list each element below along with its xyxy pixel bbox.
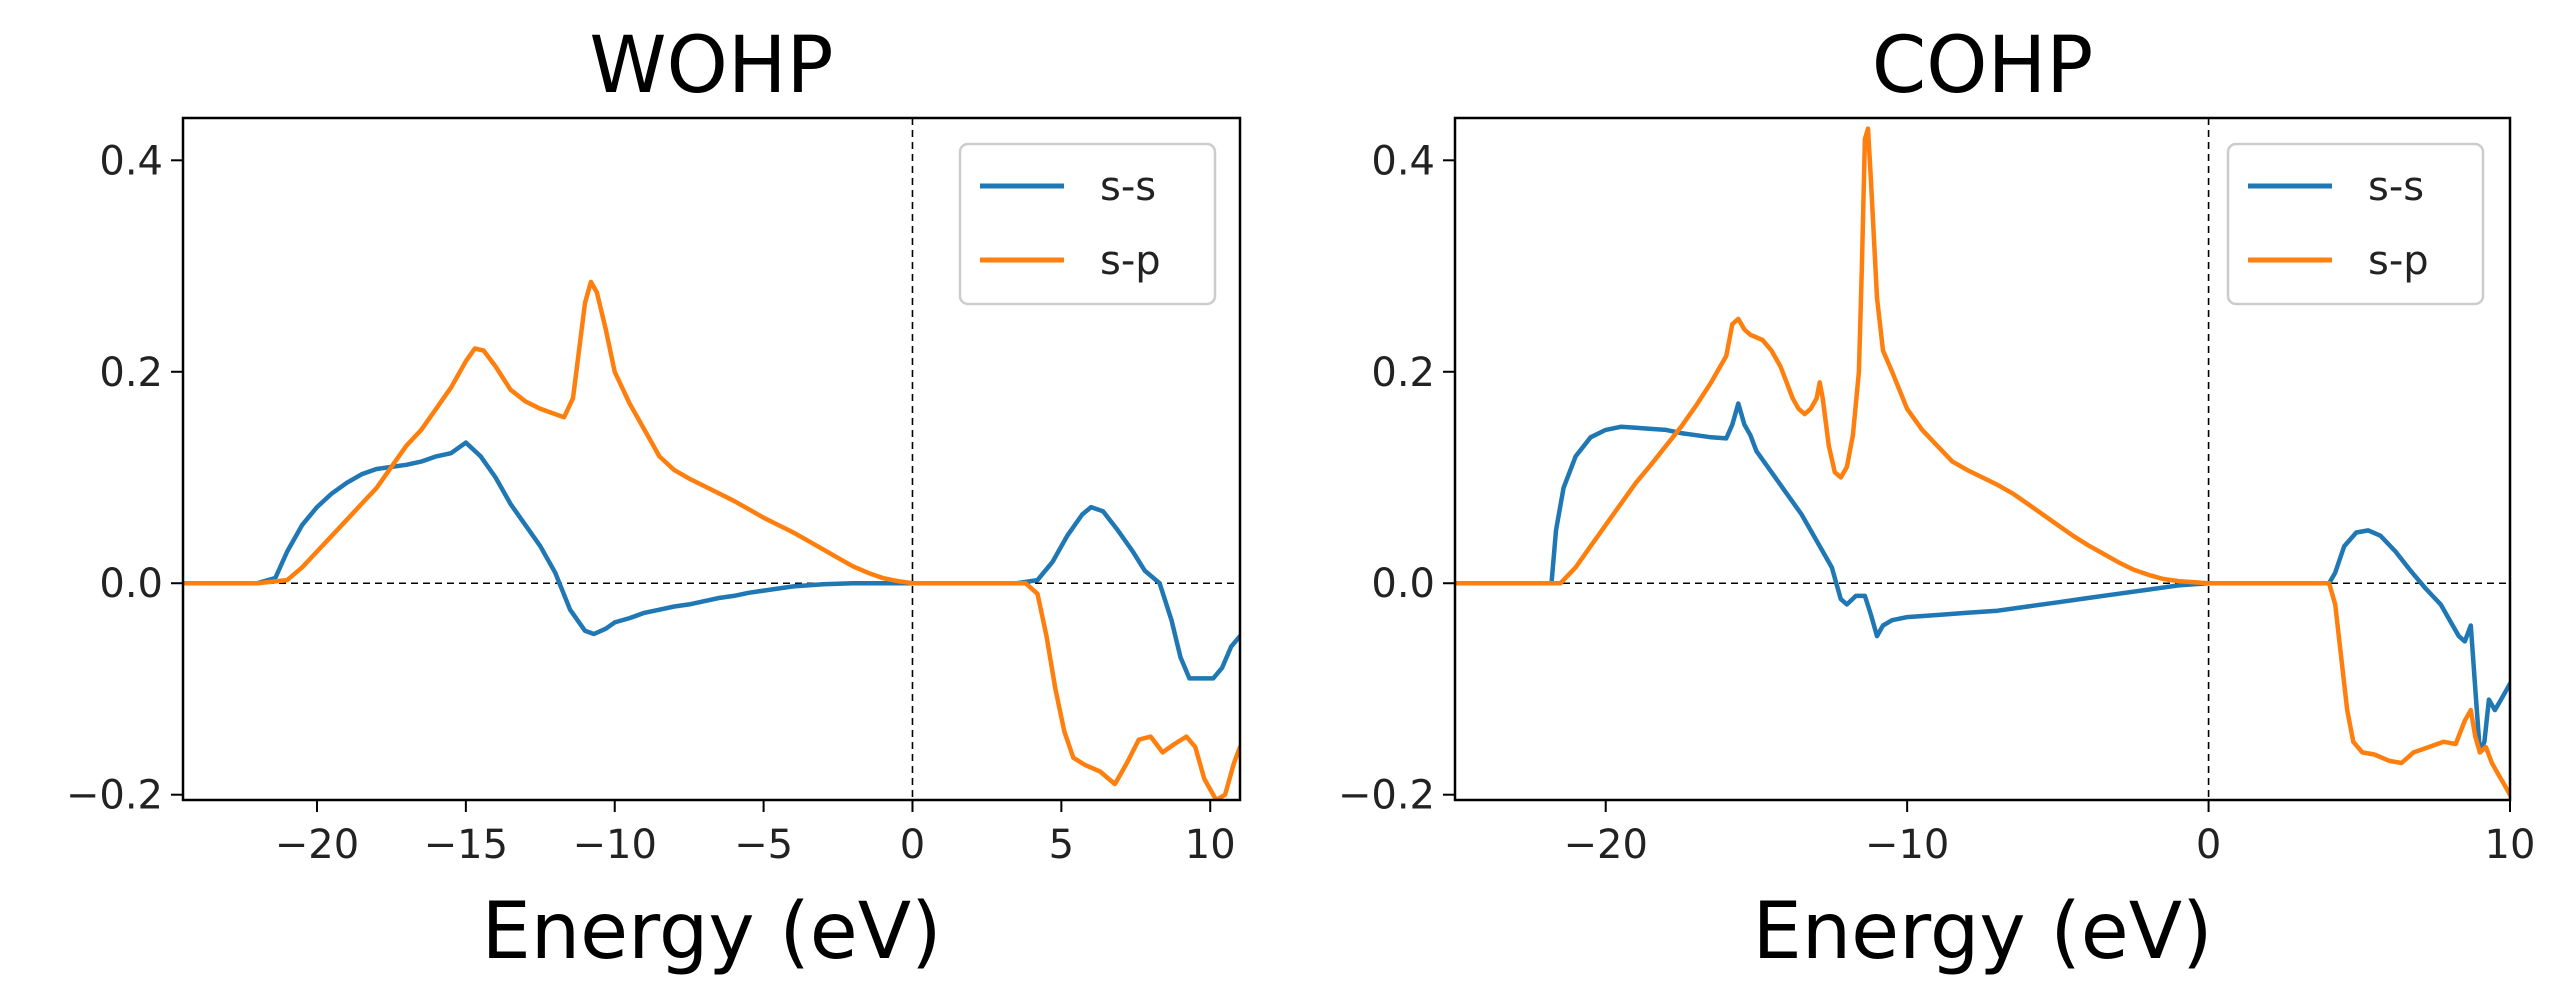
plot-frame — [1453, 116, 2512, 802]
plot-frame — [181, 116, 1242, 802]
y-tick-label: −0.2 — [66, 773, 163, 819]
x-axis-label: Energy (eV) — [481, 887, 941, 977]
panel-cohp: COHP −20 −10 0 10 −0.2 0.0 0.2 0.4 Energy (eV) s-s… — [1338, 21, 2536, 977]
y-tick-label: 0.2 — [99, 350, 163, 396]
x-tick-label: 0 — [900, 822, 925, 868]
series-line-s-p — [1455, 126, 2510, 797]
x-tick-label: −10 — [1865, 822, 1949, 868]
y-tick-label: 0.0 — [99, 561, 163, 607]
y-tick-label: −0.2 — [1338, 773, 1435, 819]
legend: s-s s-p — [958, 142, 1217, 306]
y-tick-label: 0.2 — [1371, 350, 1435, 396]
x-axis-label: Energy (eV) — [1752, 887, 2212, 977]
x-tick-label: 10 — [2485, 822, 2536, 868]
chart-title: COHP — [1872, 21, 2094, 111]
y-tick-label: 0.0 — [1371, 561, 1435, 607]
legend-label-s-s: s-s — [2368, 164, 2424, 210]
x-tick-label: −5 — [734, 822, 793, 868]
x-tick-label: 0 — [2196, 822, 2221, 868]
legend: s-s s-p — [2226, 142, 2485, 306]
legend-label-s-s: s-s — [1100, 164, 1156, 210]
series-line-s-p — [183, 279, 1240, 800]
series-group — [183, 279, 1240, 800]
y-tick-label: 0.4 — [99, 138, 163, 184]
series-line-s-s — [1455, 401, 2510, 755]
x-tick-label: −20 — [275, 822, 359, 868]
legend-box — [958, 142, 1217, 306]
series-line-s-s — [183, 440, 1240, 681]
x-tick-label: 5 — [1049, 822, 1074, 868]
legend-box — [2226, 142, 2485, 306]
series-group — [1455, 126, 2510, 797]
panel-wohp: WOHP −20 −15 −10 −5 0 5 10 −0.2 0.0 0.2 0.4 Energy (… — [66, 21, 1242, 977]
x-tick-label: −10 — [573, 822, 657, 868]
x-tick-label: 10 — [1185, 822, 1236, 868]
y-tick-label: 0.4 — [1371, 138, 1435, 184]
x-tick-label: −20 — [1564, 822, 1648, 868]
chart-title: WOHP — [589, 21, 833, 111]
legend-label-s-p: s-p — [1100, 238, 1161, 284]
legend-label-s-p: s-p — [2368, 238, 2429, 284]
x-tick-label: −15 — [424, 822, 508, 868]
